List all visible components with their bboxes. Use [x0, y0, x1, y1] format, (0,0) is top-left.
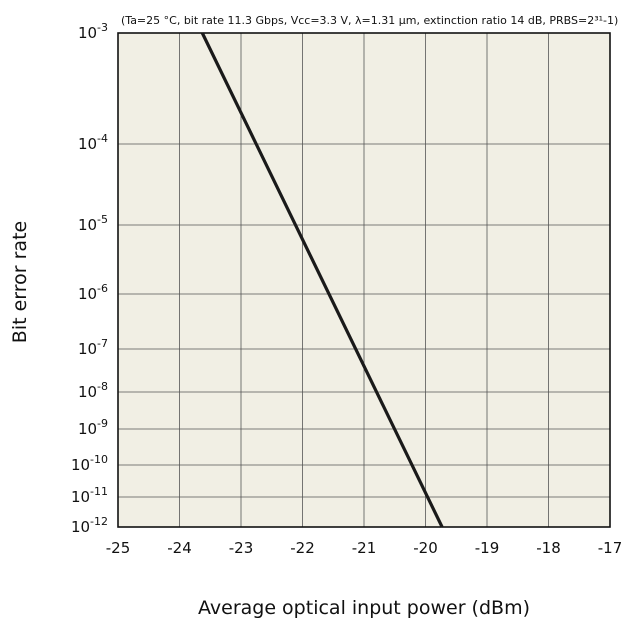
y-tick-label: 10-8: [78, 380, 108, 401]
x-tick-label: -19: [475, 539, 500, 557]
y-tick-label: 10-6: [78, 282, 108, 303]
x-tick-label: -22: [290, 539, 315, 557]
y-tick-label: 10-3: [78, 21, 108, 42]
ber-curve: [200, 32, 444, 528]
y-tick-label: 10-9: [78, 417, 108, 438]
x-tick-label: -18: [536, 539, 561, 557]
plot-frame: [117, 32, 611, 528]
y-tick-label: 10-10: [71, 453, 108, 474]
y-tick-label: 10-12: [71, 515, 108, 536]
condition-note: (Ta=25 °C, bit rate 11.3 Gbps, Vcc=3.3 V…: [121, 14, 618, 27]
y-tick-label: 10-11: [71, 485, 108, 506]
y-axis-label: Bit error rate: [9, 221, 31, 343]
y-tick-label: 10-5: [78, 213, 108, 234]
x-tick-label: -21: [352, 539, 377, 557]
x-tick-label: -25: [106, 539, 131, 557]
x-tick-label: -17: [598, 539, 623, 557]
x-axis-label: Average optical input power (dBm): [198, 597, 530, 619]
x-tick-label: -23: [229, 539, 254, 557]
y-tick-label: 10-7: [78, 337, 108, 358]
x-tick-label: -24: [167, 539, 192, 557]
x-tick-label: -20: [413, 539, 438, 557]
y-tick-label: 10-4: [78, 132, 108, 153]
